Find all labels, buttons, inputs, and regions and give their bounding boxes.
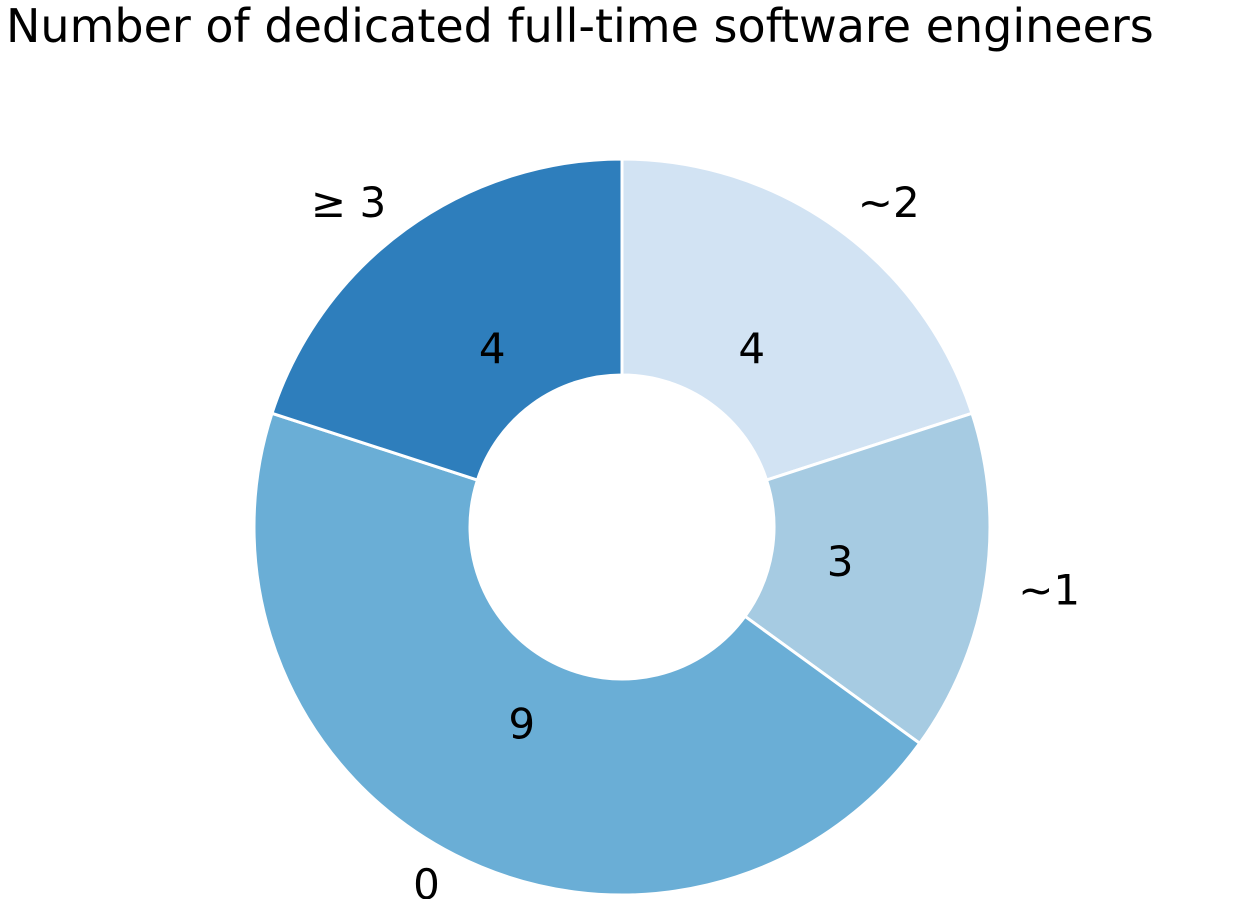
slice-value-label: 9 (508, 699, 535, 748)
slice-value-label: 3 (827, 537, 854, 586)
slice-category-label: 0 (413, 860, 440, 899)
slice-category-label: ≥ 3 (311, 178, 386, 227)
slice-category-label: ~1 (1018, 565, 1080, 614)
chart-title: Number of dedicated full-time software e… (6, 0, 1154, 53)
slice-value-label: 4 (738, 324, 765, 373)
pie-slice-1 (620, 157, 974, 482)
slice-category-label: ~2 (858, 178, 920, 227)
pie-slice-3 (252, 411, 922, 897)
slice-value-label: 4 (479, 324, 506, 373)
pie-slice-4 (270, 157, 624, 482)
